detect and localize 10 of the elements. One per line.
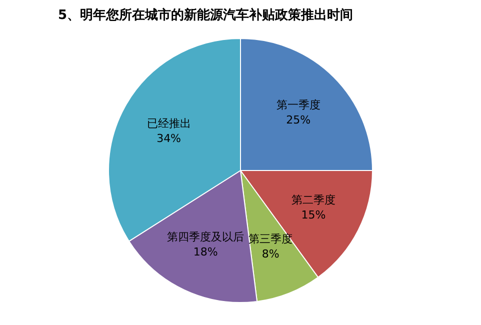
data-label: 15% <box>301 208 326 222</box>
slice-label: 第一季度 <box>276 98 320 112</box>
data-label: 8% <box>262 247 280 260</box>
slice-label: 已经推出 <box>146 116 191 130</box>
data-label: 18% <box>193 245 218 258</box>
data-label: 25% <box>286 113 311 126</box>
slice-label: 第四季度及以后 <box>167 230 244 244</box>
slice-label: 第二季度 <box>291 194 336 207</box>
chart-title: 5、明年您所在城市的新能源汽车补贴政策推出时间 <box>58 6 354 24</box>
data-label: 34% <box>156 132 182 145</box>
